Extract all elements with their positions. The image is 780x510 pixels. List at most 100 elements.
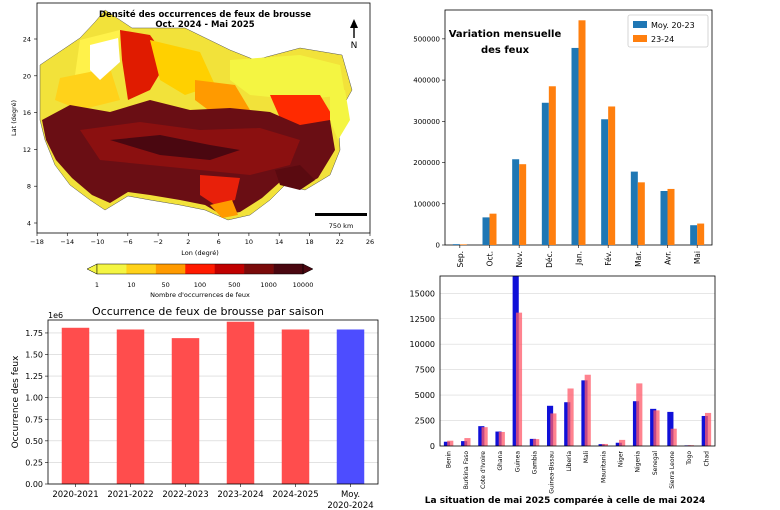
country-bar <box>443 441 451 446</box>
monthly-chart: Variation mensuelle des feux 0 100000 2000… <box>413 9 713 268</box>
country-bar <box>670 428 677 446</box>
monthly-bar <box>601 119 609 245</box>
map-title: Densité des occurrences de feux de brous… <box>99 9 311 20</box>
colorbar-ticks: 1 10 50 100 500 1000 10000 <box>95 281 313 289</box>
seasonal-bar <box>116 329 145 484</box>
colorbar-segment <box>185 264 216 274</box>
country-bar <box>650 408 657 446</box>
country-y-tick-label: 15000 <box>410 289 435 298</box>
colorbar-segment <box>97 264 127 274</box>
country-x-tick-label: Cote d'Ivoire <box>480 451 487 489</box>
monthly-x-tick-label: Fév. <box>604 251 613 266</box>
monthly-y-tick-label: 400000 <box>413 77 440 85</box>
country-x-tick-label: Guinea-Bissau <box>549 451 556 494</box>
country-bar <box>478 426 485 446</box>
monthly-bar <box>578 20 586 245</box>
legend-swatch-moy <box>633 21 647 28</box>
country-bar <box>598 444 605 446</box>
map-x-tick-label: 6 <box>217 238 221 246</box>
monthly-y-tick-label: 500000 <box>413 35 440 43</box>
north-arrow-icon <box>350 19 358 38</box>
country-bar <box>515 312 523 446</box>
country-bar <box>546 405 554 446</box>
country-bar <box>498 431 505 446</box>
legend-swatch-2324 <box>633 35 647 42</box>
colorbar-tick-label: 10000 <box>293 281 314 289</box>
seasonal-bar <box>336 329 365 484</box>
map-x-tick-label: 18 <box>305 238 313 246</box>
country-chart: 0 2500 5000 7500 10000 12500 15000 Benin Burkin… <box>410 275 716 506</box>
seasonal-x-tick-label: 2023-2024 <box>217 490 263 500</box>
country-bar <box>564 402 571 446</box>
monthly-x-ticks: Sep. Oct. Nov. Déc. Jan. Fév. Mar. Avr. Mai <box>456 245 702 268</box>
map-y-tick-label: 24 <box>23 36 31 44</box>
colorbar-segment <box>273 264 304 274</box>
monthly-bar <box>637 182 645 245</box>
seasonal-x-tick-label: 2022-2023 <box>162 490 208 500</box>
seasonal-chart: Occurrence de feux de brousse par saison… <box>11 305 379 510</box>
monthly-x-tick-label: Jan. <box>575 251 584 266</box>
monthly-y-tick-label: 200000 <box>413 159 440 167</box>
country-bar <box>687 445 694 446</box>
monthly-title-line2: des feux <box>481 45 530 56</box>
monthly-bar <box>482 217 490 245</box>
seasonal-y-ticks: 0.00 0.25 0.50 0.75 1.00 1.25 1.50 1.75 <box>25 329 48 489</box>
country-x-tick-label: Ghana <box>497 451 504 471</box>
country-y-tick-label: 5000 <box>415 391 435 400</box>
seasonal-bar <box>61 327 90 484</box>
monthly-bar <box>548 86 556 245</box>
scale-bar <box>315 213 367 216</box>
country-x-tick-label: Senegal <box>652 451 659 475</box>
seasonal-y-tick-label: 1.00 <box>25 394 43 403</box>
country-x-tick-label: Niger <box>617 450 624 467</box>
monthly-x-tick-label: Déc. <box>545 251 554 268</box>
country-bar <box>619 439 626 446</box>
country-bar <box>461 441 468 446</box>
country-x-ticks: Benin Burkina Faso Cote d'Ivoire Ghana Guine… <box>446 450 711 493</box>
map-x-tick-label: −6 <box>123 238 133 246</box>
country-bar <box>701 415 708 446</box>
monthly-y-tick-label: 100000 <box>413 200 440 208</box>
map-x-tick-label: −10 <box>91 238 105 246</box>
monthly-x-tick-label: Oct. <box>486 251 495 266</box>
country-gridlines <box>440 293 715 447</box>
country-x-tick-label: Nigeria <box>635 451 642 473</box>
country-bar <box>653 410 660 446</box>
colorbar-segment <box>126 264 157 274</box>
country-bar <box>601 443 609 446</box>
country-bar <box>567 388 574 446</box>
monthly-y-tick-label: 300000 <box>413 118 440 126</box>
monthly-bar <box>660 190 668 245</box>
monthly-bar <box>541 102 549 246</box>
seasonal-y-axis-label: Occurrence des feux <box>11 355 21 449</box>
country-y-tick-label: 0 <box>430 442 435 451</box>
monthly-bar <box>667 188 675 245</box>
country-x-tick-label: Mauritania <box>600 451 607 483</box>
map-panel: Densité des occurrences de feux de brous… <box>10 2 374 299</box>
map-x-axis-label: Lon (degré) <box>181 249 219 257</box>
country-bar <box>447 440 454 446</box>
map-subtitle: Oct. 2024 - Mai 2025 <box>155 20 254 30</box>
seasonal-gridlines <box>48 332 378 485</box>
seasonal-x-tick-label: 2020-2024 <box>327 501 373 510</box>
monthly-y-ticks: 0 100000 200000 300000 400000 500000 <box>413 35 445 250</box>
monthly-bar <box>489 213 497 245</box>
monthly-bar <box>608 106 616 245</box>
colorbar-segment <box>244 264 274 274</box>
seasonal-x-tick-label: 2021-2022 <box>107 490 153 500</box>
monthly-bar <box>571 47 579 245</box>
seasonal-bar <box>226 321 255 484</box>
monthly-bar <box>697 223 705 245</box>
country-bar <box>464 438 471 446</box>
colorbar-tick-label: 1 <box>95 281 99 289</box>
colorbar-max-arrow <box>302 263 314 275</box>
seasonal-x-tick-label: 2024-2025 <box>272 490 318 500</box>
seasonal-y-tick-label: 0.25 <box>25 458 43 467</box>
map-x-tick-label: 22 <box>336 238 344 246</box>
map-y-tick-label: 16 <box>23 109 31 117</box>
country-bar <box>584 374 591 446</box>
country-y-tick-label: 12500 <box>410 315 435 324</box>
country-x-tick-label: Benin <box>446 451 453 468</box>
seasonal-y-tick-label: 0.75 <box>25 415 43 424</box>
